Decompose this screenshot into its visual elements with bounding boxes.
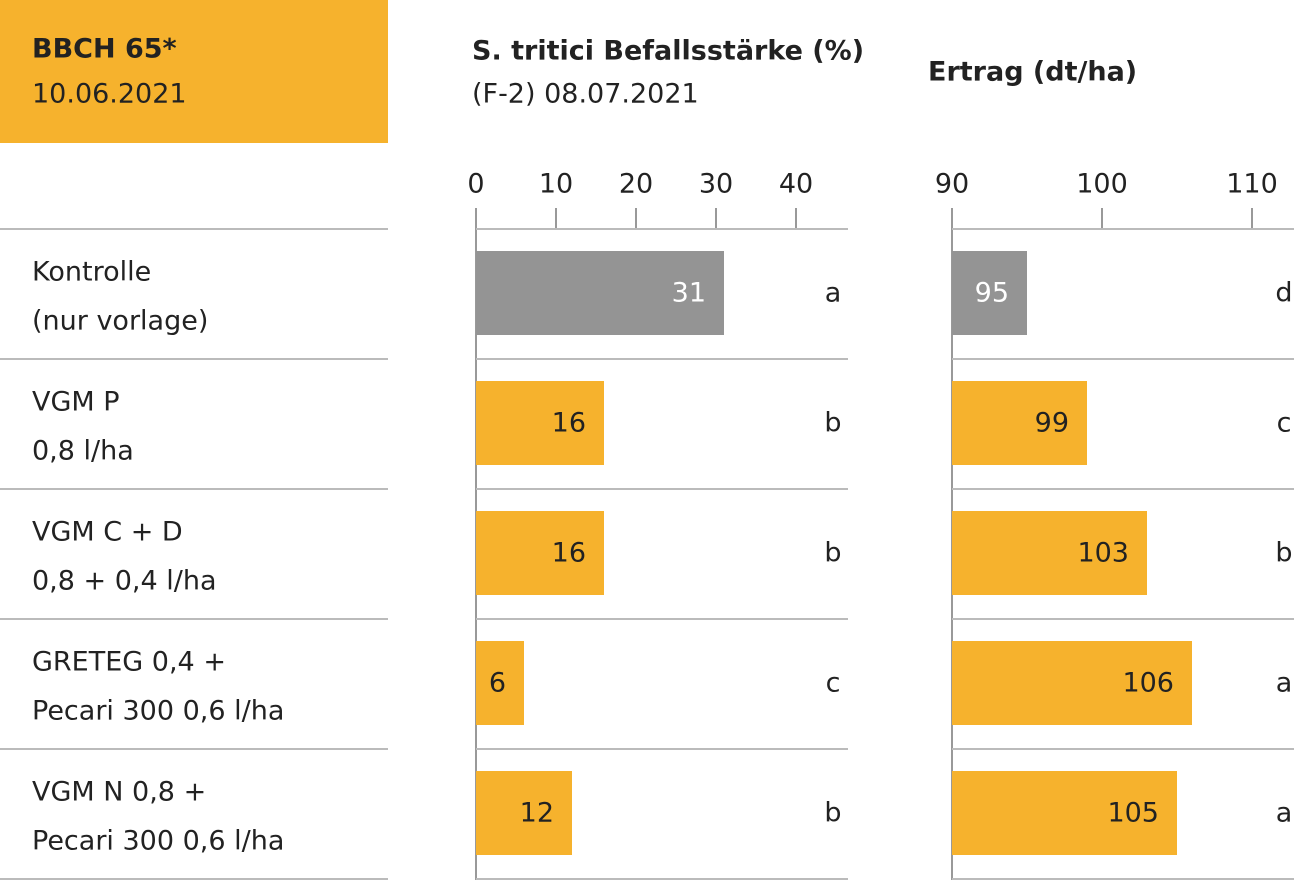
panel-subtitle: (F-2) 08.07.2021	[472, 79, 699, 110]
bar	[476, 251, 724, 335]
row-label: Pecari 300 0,6 l/ha	[32, 826, 284, 857]
header-date: 10.06.2021	[32, 79, 187, 110]
bar	[476, 641, 524, 725]
significance-letter: c	[826, 668, 841, 699]
row-label: VGM C + D	[32, 517, 183, 548]
bar	[476, 771, 572, 855]
significance-letter: b	[1275, 538, 1292, 569]
value-label: 16	[552, 408, 586, 439]
x-tick-label: 100	[1076, 169, 1128, 200]
significance-letter: a	[1276, 798, 1293, 829]
x-tick-label: 0	[467, 169, 484, 200]
header-title: BBCH 65*	[32, 34, 177, 65]
significance-letter: b	[824, 798, 841, 829]
significance-letter: d	[1275, 278, 1292, 309]
bar	[952, 641, 1192, 725]
value-label: 103	[1077, 538, 1129, 569]
value-label: 12	[520, 798, 554, 829]
x-tick-label: 110	[1226, 169, 1278, 200]
significance-letter: a	[1276, 668, 1293, 699]
x-tick-label: 10	[539, 169, 573, 200]
value-label: 16	[552, 538, 586, 569]
bar	[952, 511, 1147, 595]
panel-title: S. tritici Befallsstärke (%)	[472, 36, 864, 67]
row-label: Pecari 300 0,6 l/ha	[32, 696, 284, 727]
x-tick-label: 90	[935, 169, 969, 200]
bar	[476, 381, 604, 465]
row-label: GRETEG 0,4 +	[32, 647, 226, 678]
significance-letter: c	[1277, 408, 1292, 439]
header-box	[0, 0, 388, 143]
value-label: 99	[1035, 408, 1069, 439]
bar	[476, 511, 604, 595]
row-label: 0,8 + 0,4 l/ha	[32, 566, 217, 597]
x-tick-label: 30	[699, 169, 733, 200]
row-label: (nur vorlage)	[32, 306, 208, 337]
panel-title: Ertrag (dt/ha)	[928, 57, 1137, 88]
value-label: 105	[1107, 798, 1159, 829]
value-label: 6	[489, 668, 506, 699]
bar	[952, 251, 1027, 335]
significance-letter: a	[825, 278, 842, 309]
value-label: 95	[975, 278, 1009, 309]
row-label: Kontrolle	[32, 257, 151, 288]
row-label: 0,8 l/ha	[32, 436, 134, 467]
significance-letter: b	[824, 538, 841, 569]
value-label: 106	[1122, 668, 1174, 699]
value-label: 31	[672, 278, 706, 309]
x-tick-label: 20	[619, 169, 653, 200]
x-tick-label: 40	[779, 169, 813, 200]
row-label: VGM N 0,8 +	[32, 777, 206, 808]
bar	[952, 771, 1177, 855]
row-label: VGM P	[32, 387, 120, 418]
bar	[952, 381, 1087, 465]
significance-letter: b	[824, 408, 841, 439]
